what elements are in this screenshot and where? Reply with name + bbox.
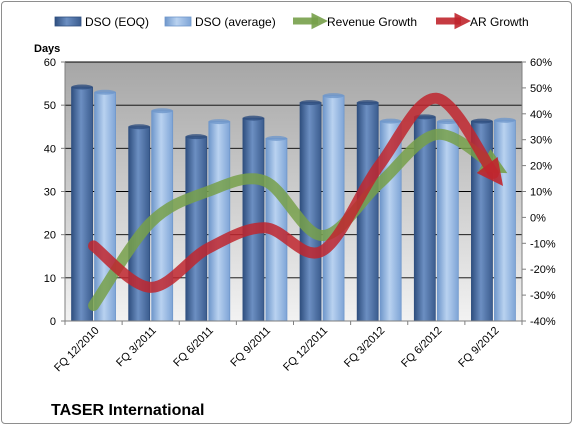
- right-axis-ticks: -40% -30% -20% -10% 0% 10% 20% 30% 40% 50% 60%: [522, 57, 556, 328]
- bar-dso-average: [436, 121, 459, 322]
- bar-dso-eoq: [242, 117, 265, 322]
- y-tick-label: 40: [44, 143, 56, 155]
- left-axis-ticks: 0 10 20 30 40 50 60: [44, 57, 65, 328]
- bar-dso-eoq-cap: [471, 118, 493, 124]
- bars: [71, 84, 516, 322]
- bar-dso-average-cap: [151, 108, 173, 114]
- x-tick-label: FQ 12/2010: [52, 325, 102, 375]
- x-tick-label: FQ 3/2012: [342, 325, 387, 370]
- y-tick-label: 50: [44, 100, 56, 112]
- company-name: TASER International: [51, 402, 205, 419]
- x-tick-label: FQ 9/2011: [228, 325, 273, 370]
- y2-tick-label: 10%: [530, 187, 552, 199]
- bar-dso-eoq: [185, 136, 208, 322]
- bar-dso-average-cap: [494, 117, 516, 123]
- y2-tick-label: 20%: [530, 161, 552, 173]
- bar-dso-eoq: [299, 102, 322, 322]
- y2-tick-label: 60%: [530, 57, 552, 69]
- bar-dso-eoq-cap: [357, 100, 379, 106]
- legend-swatch-dso-average: [164, 16, 192, 27]
- legend-label-ar-growth: AR Growth: [470, 15, 529, 29]
- y2-tick-label: -10%: [530, 238, 556, 250]
- x-tick-label: FQ 12/2011: [281, 325, 330, 374]
- bar-dso-eoq-cap: [71, 84, 93, 90]
- bar-dso-average-cap: [323, 93, 345, 99]
- y-tick-label: 20: [44, 230, 56, 242]
- bar-dso-average-cap: [437, 119, 459, 125]
- bar-dso-average-cap: [380, 118, 402, 124]
- legend-label-revenue-growth: Revenue Growth: [327, 15, 417, 29]
- y-axis-title: Days: [34, 43, 60, 55]
- y2-tick-label: 0%: [530, 212, 546, 224]
- legend-item-dso-average: DSO (average): [164, 15, 276, 29]
- x-axis-ticks: FQ 12/2010 FQ 3/2011 FQ 6/2011 FQ 9/2011 FQ …: [52, 321, 523, 375]
- bar-dso-eoq-cap: [300, 100, 322, 106]
- bar-dso-eoq-cap: [185, 134, 207, 140]
- bar-dso-average: [322, 95, 345, 322]
- y-tick-label: 30: [44, 187, 56, 199]
- y2-tick-label: -30%: [530, 290, 556, 302]
- bar-dso-eoq: [71, 86, 93, 322]
- y2-tick-label: 30%: [530, 135, 552, 147]
- bar-dso-eoq-cap: [128, 124, 150, 130]
- y-tick-label: 10: [44, 273, 56, 285]
- legend-label-dso-average: DSO (average): [195, 15, 276, 29]
- ar-growth-line: [88, 92, 504, 293]
- bar-dso-average: [494, 119, 516, 322]
- bar-dso-eoq-cap: [414, 114, 436, 120]
- y2-tick-label: 50%: [530, 83, 552, 95]
- bar-dso-eoq-cap: [242, 115, 264, 121]
- x-tick-label: FQ 3/2011: [114, 325, 159, 370]
- bar-dso-average-cap: [265, 135, 287, 141]
- legend-label-dso-eoq: DSO (EOQ): [85, 15, 149, 29]
- legend-item-dso-eoq: DSO (EOQ): [54, 15, 149, 29]
- revenue-growth-line: [88, 129, 508, 311]
- legend-swatch-dso-eoq: [54, 16, 82, 27]
- bar-dso-average: [208, 121, 231, 322]
- legend: DSO (EOQ) DSO (average) Revenue Growth A…: [54, 12, 529, 30]
- x-tick-label: FQ 6/2012: [399, 325, 444, 370]
- y2-tick-label: -20%: [530, 264, 556, 276]
- bar-dso-average-cap: [94, 89, 116, 95]
- x-tick-label: FQ 6/2011: [171, 325, 216, 370]
- bar-dso-average-cap: [208, 119, 230, 125]
- legend-item-revenue-growth: Revenue Growth: [293, 12, 417, 30]
- y-tick-label: 0: [50, 316, 56, 328]
- y-tick-label: 60: [44, 57, 56, 69]
- growth-lines: [88, 92, 508, 311]
- legend-item-ar-growth: AR Growth: [436, 12, 529, 30]
- y2-tick-label: -40%: [530, 316, 556, 328]
- x-tick-label: FQ 9/2012: [456, 325, 501, 370]
- y2-tick-label: 40%: [530, 109, 552, 121]
